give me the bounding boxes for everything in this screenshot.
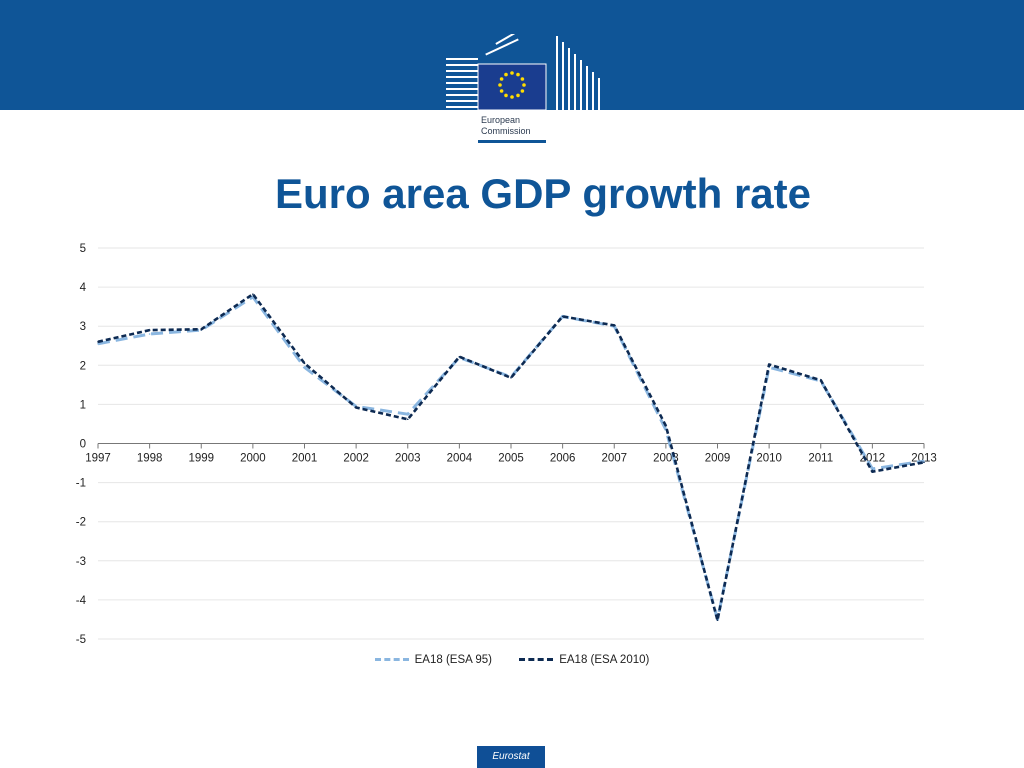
data-point bbox=[148, 333, 151, 335]
logo-underline bbox=[478, 140, 546, 143]
x-tick-label: 2011 bbox=[808, 453, 833, 465]
y-tick-label: 4 bbox=[80, 282, 87, 294]
data-point bbox=[355, 406, 357, 409]
x-tick-label: 2006 bbox=[550, 453, 576, 465]
y-tick-label: 5 bbox=[80, 243, 86, 255]
data-point bbox=[561, 315, 564, 318]
eu-flag-icon bbox=[498, 71, 526, 99]
series-layer bbox=[97, 292, 925, 622]
x-tick-label: 1997 bbox=[85, 453, 111, 465]
gdp-line-chart: 5 4 3 2 1 0 -1 -2 -3 -4 -5 1997 1998 1999 2000 2001 2002… bbox=[76, 243, 937, 646]
y-tick-label: -3 bbox=[76, 556, 86, 568]
legend-swatch-esa95 bbox=[374, 658, 409, 661]
x-tick-label: 2012 bbox=[860, 453, 886, 465]
data-point bbox=[148, 329, 151, 331]
data-point bbox=[303, 362, 306, 365]
y-tick-label: -5 bbox=[76, 634, 86, 646]
x-tick-label: 2010 bbox=[756, 453, 782, 465]
data-point bbox=[819, 379, 822, 381]
x-tick-label: 2004 bbox=[447, 453, 473, 465]
x-tick-label: 2005 bbox=[498, 453, 524, 465]
y-tick-label: -2 bbox=[76, 517, 86, 529]
x-tick-label: 1998 bbox=[137, 453, 163, 465]
grid-layer bbox=[98, 247, 924, 640]
data-point bbox=[406, 418, 409, 421]
data-point bbox=[303, 366, 306, 369]
data-point bbox=[458, 355, 461, 358]
data-point bbox=[768, 363, 770, 366]
y-tick-label: -1 bbox=[76, 478, 86, 490]
data-point bbox=[252, 293, 254, 295]
european-commission-wordmark: European Commission bbox=[481, 115, 531, 137]
x-tick-label: 2002 bbox=[343, 453, 369, 465]
legend-item-esa2010: EA18 (ESA 2010) bbox=[519, 654, 649, 666]
y-tick-label: 3 bbox=[80, 321, 86, 333]
logo-line-2: Commission bbox=[481, 126, 531, 136]
legend-item-esa95: EA18 (ESA 95) bbox=[374, 653, 492, 666]
data-point bbox=[613, 324, 616, 327]
eurostat-tag: Eurostat bbox=[477, 746, 545, 768]
chart-legend: EA18 (ESA 95) EA18 (ESA 2010) bbox=[0, 652, 1024, 666]
y-tick-label: 0 bbox=[80, 439, 86, 451]
x-tick-label: 1999 bbox=[188, 453, 214, 465]
series-line-esa95 bbox=[97, 295, 925, 621]
x-tick-label: 2001 bbox=[292, 453, 318, 465]
x-tick-label: 2003 bbox=[395, 453, 421, 465]
data-point bbox=[716, 619, 719, 622]
x-tick-label: 2009 bbox=[705, 453, 731, 465]
data-point bbox=[406, 413, 409, 415]
data-point bbox=[97, 341, 99, 343]
data-point bbox=[871, 468, 874, 470]
axis-layer: 5 4 3 2 1 0 -1 -2 -3 -4 -5 1997 1998 1999 2000 2001 2002… bbox=[76, 243, 937, 646]
y-tick-label: 2 bbox=[80, 360, 86, 372]
legend-swatch-esa2010 bbox=[519, 658, 554, 661]
data-point bbox=[871, 470, 874, 473]
y-tick-label: 1 bbox=[80, 399, 86, 411]
data-point bbox=[923, 461, 925, 464]
european-commission-logo bbox=[446, 34, 600, 111]
x-tick-label: 2000 bbox=[240, 453, 266, 465]
y-tick-label: -4 bbox=[76, 595, 87, 607]
data-point bbox=[200, 328, 203, 331]
legend-label-esa95: EA18 (ESA 95) bbox=[414, 653, 492, 666]
legend-label-esa2010: EA18 (ESA 2010) bbox=[559, 653, 650, 666]
data-point bbox=[97, 342, 99, 345]
data-point bbox=[923, 460, 925, 462]
page-title: Euro area GDP growth rate bbox=[274, 170, 812, 217]
series-line-esa2010 bbox=[97, 292, 925, 622]
data-point bbox=[665, 425, 667, 427]
x-tick-label: 2007 bbox=[601, 453, 627, 465]
logo-line-1: European bbox=[481, 115, 521, 125]
data-point bbox=[510, 377, 512, 379]
